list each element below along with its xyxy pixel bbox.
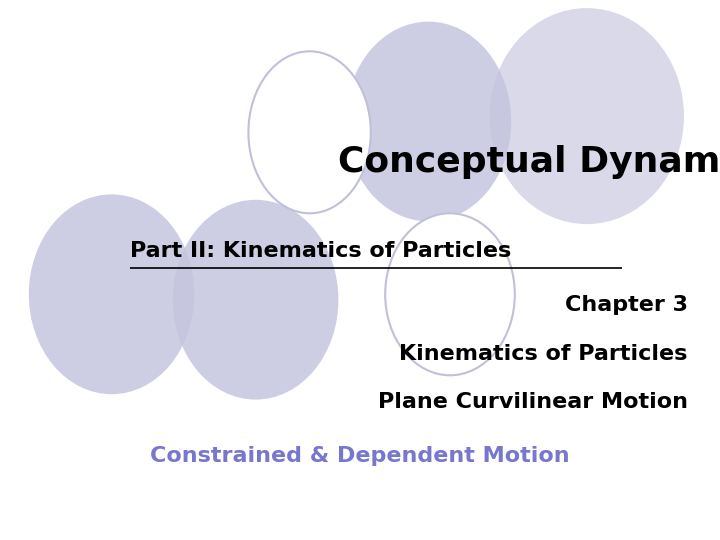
Ellipse shape (385, 213, 515, 375)
Ellipse shape (346, 22, 511, 221)
Ellipse shape (29, 194, 194, 394)
Text: Conceptual Dynamics: Conceptual Dynamics (338, 145, 720, 179)
Ellipse shape (490, 8, 684, 224)
Text: Chapter 3: Chapter 3 (564, 295, 688, 315)
Ellipse shape (173, 200, 338, 400)
Text: Constrained & Dependent Motion: Constrained & Dependent Motion (150, 446, 570, 467)
Ellipse shape (248, 51, 371, 213)
Text: Part II: Kinematics of Particles: Part II: Kinematics of Particles (130, 241, 511, 261)
Text: Kinematics of Particles: Kinematics of Particles (399, 343, 688, 364)
Text: Plane Curvilinear Motion: Plane Curvilinear Motion (377, 392, 688, 413)
